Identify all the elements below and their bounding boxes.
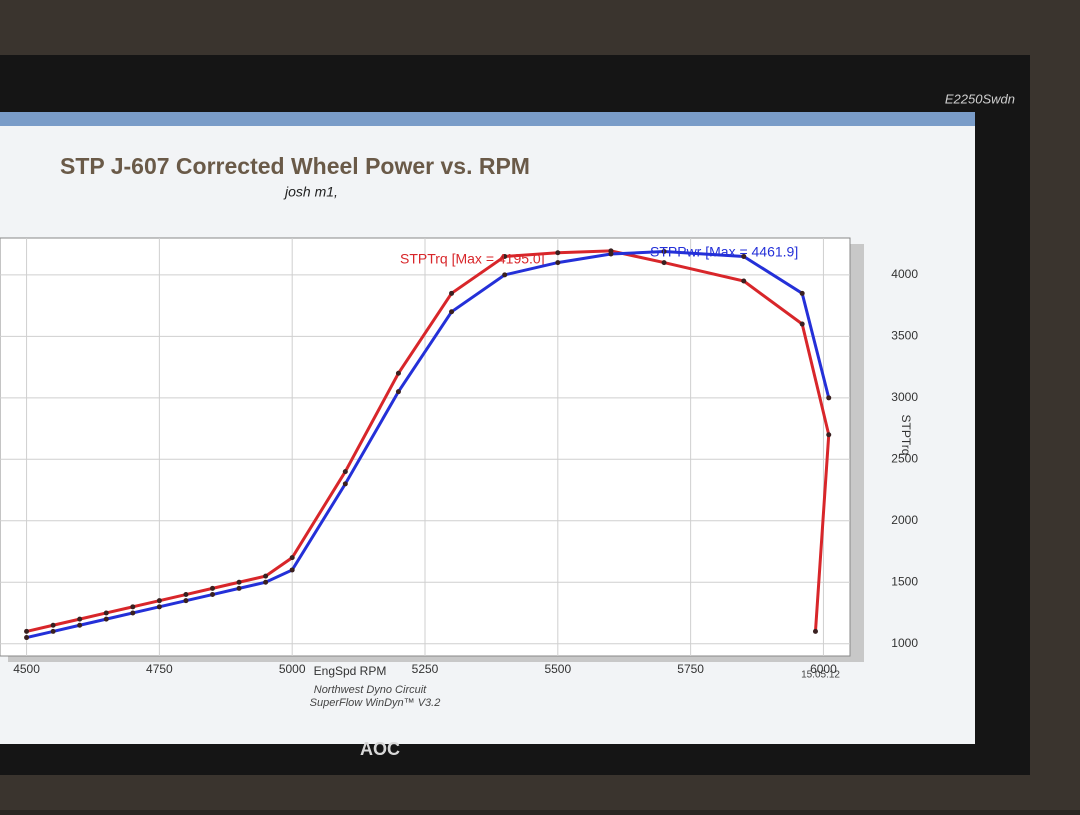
data-point xyxy=(799,290,805,296)
y-tick-label: 3000 xyxy=(891,390,918,404)
y-tick-label: 2000 xyxy=(891,513,918,527)
x-tick-label: 4750 xyxy=(146,662,173,676)
data-point xyxy=(608,251,614,257)
data-point xyxy=(741,253,747,259)
x-tick-label: 5000 xyxy=(279,662,306,676)
x-tick-label: 6000 xyxy=(810,662,837,676)
data-point xyxy=(210,585,215,591)
data-point xyxy=(103,616,109,622)
y-tick-label: 1500 xyxy=(891,574,918,588)
data-point xyxy=(263,579,269,585)
data-point xyxy=(342,469,348,475)
data-point xyxy=(395,370,401,376)
timestamp: 15:05:12 xyxy=(801,670,840,681)
plot: 4500 4750 5000 5250 5500 5750 6000 1000 1500 2000… xyxy=(0,238,918,676)
y-axis-label: STPTrq xyxy=(899,415,913,456)
data-point xyxy=(156,604,162,610)
data-point xyxy=(50,622,56,628)
data-point xyxy=(661,260,667,266)
series-line xyxy=(26,249,831,633)
data-point xyxy=(502,272,508,278)
data-point xyxy=(236,579,242,585)
data-point xyxy=(236,585,242,591)
data-point xyxy=(342,481,348,487)
y-tick-label: 1000 xyxy=(891,636,918,650)
data-point xyxy=(826,395,832,401)
data-point xyxy=(50,628,56,634)
data-point xyxy=(24,628,30,634)
data-point xyxy=(103,610,109,616)
x-tick-label: 5500 xyxy=(544,662,571,676)
legend-label: STPTrq [Max = 4195.0] xyxy=(400,251,545,267)
data-point xyxy=(502,253,508,259)
data-point xyxy=(130,610,136,616)
x-tick-label: 4500 xyxy=(13,662,40,676)
legend-label: STPPwr [Max = 4461.9] xyxy=(650,244,798,260)
data-point xyxy=(449,290,455,296)
data-point xyxy=(210,592,215,598)
data-point xyxy=(555,250,561,256)
window-title-bar xyxy=(0,112,975,126)
data-point xyxy=(156,598,162,604)
data-point xyxy=(395,389,401,395)
data-point xyxy=(826,432,832,438)
data-point xyxy=(183,592,189,598)
footer-line: Northwest Dyno Circuit xyxy=(314,684,427,696)
chart-title: STP J-607 Corrected Wheel Power vs. RPM xyxy=(60,153,530,179)
monitor-brand: AOC xyxy=(360,739,400,759)
data-point xyxy=(812,628,818,634)
data-point xyxy=(449,309,455,315)
data-point xyxy=(289,567,295,573)
data-point xyxy=(183,598,189,604)
footer-line: SuperFlow WinDyn™ V3.2 xyxy=(310,697,441,709)
data-point xyxy=(77,616,83,622)
data-point xyxy=(555,260,561,266)
chart-subtitle: josh m1, xyxy=(283,184,338,200)
monitor-model: E2250Swdn xyxy=(945,91,1015,106)
y-tick-label: 3500 xyxy=(891,329,918,343)
x-tick-label: 5750 xyxy=(677,662,704,676)
data-point xyxy=(799,321,805,327)
y-tick-label: 4000 xyxy=(891,267,918,281)
data-point xyxy=(289,555,295,561)
y-tick-label: 2500 xyxy=(891,451,918,465)
data-point xyxy=(24,635,30,641)
data-point xyxy=(661,249,667,255)
x-tick-label: 5250 xyxy=(412,662,439,676)
x-axis-label: EngSpd RPM xyxy=(314,664,387,678)
data-point xyxy=(741,278,747,284)
data-point xyxy=(263,573,269,579)
data-point xyxy=(130,604,136,610)
data-point xyxy=(77,622,83,628)
